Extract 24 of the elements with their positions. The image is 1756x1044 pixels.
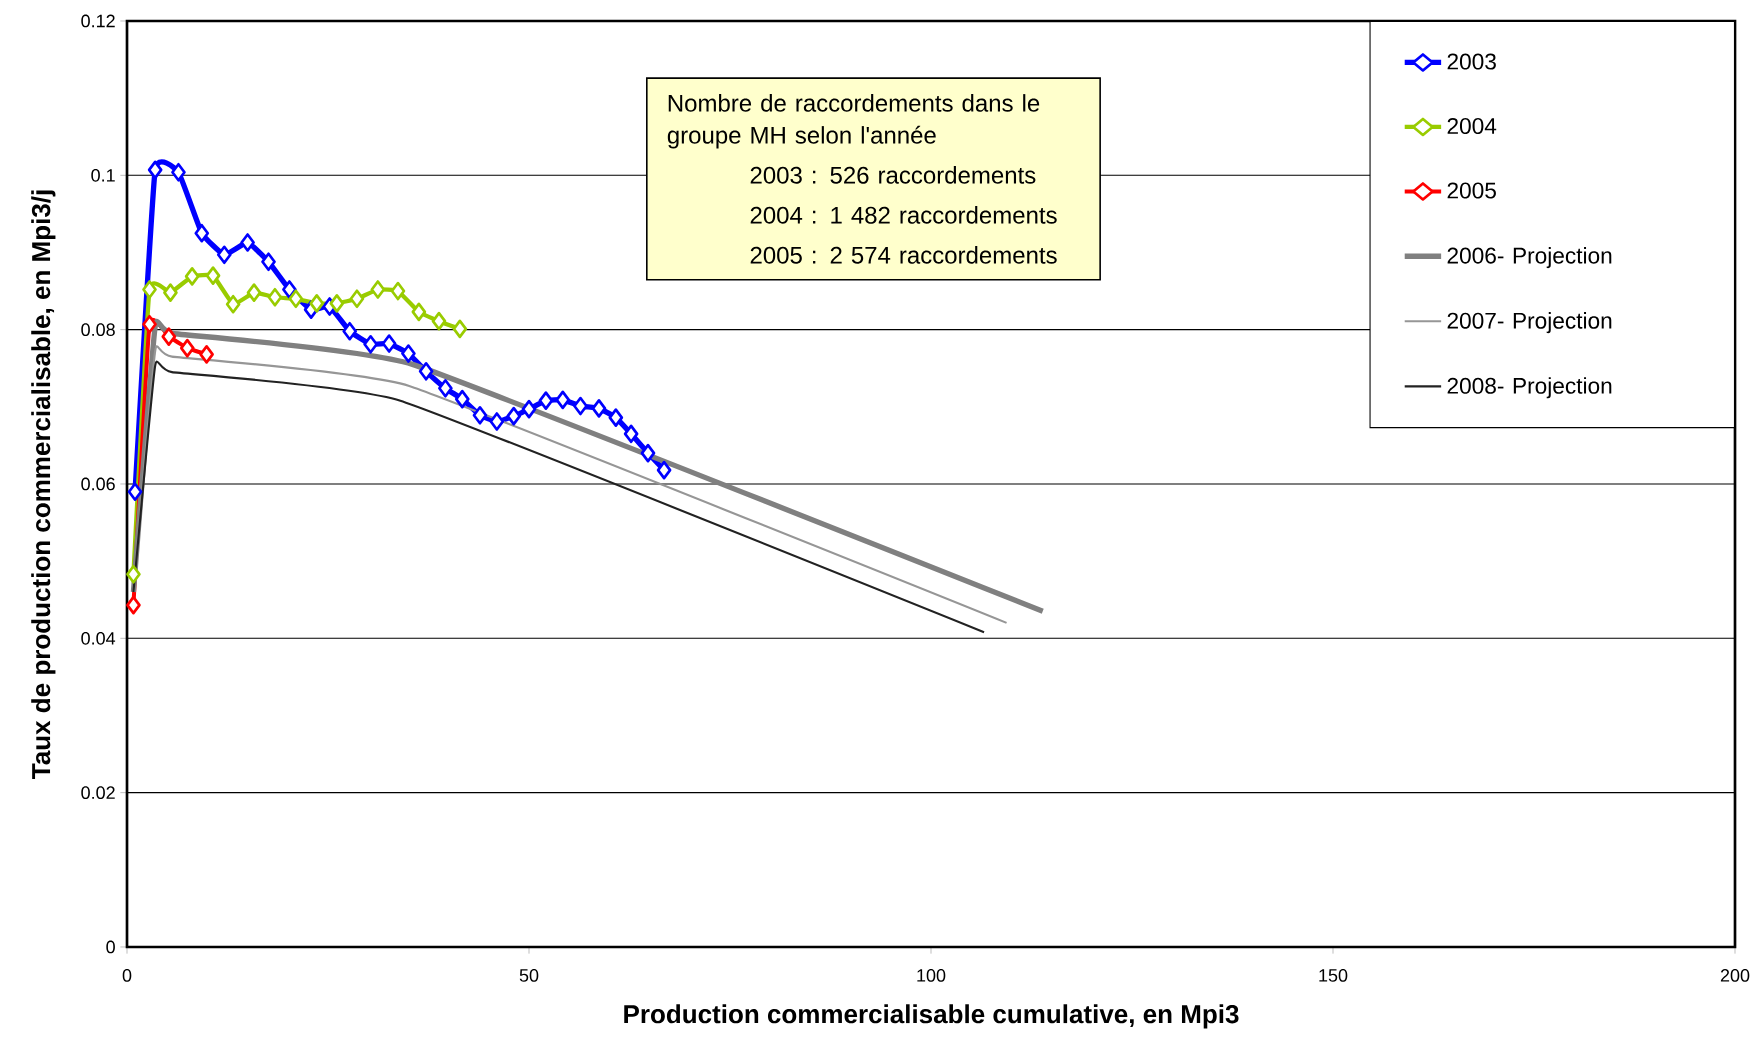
x-tick-label: 150 bbox=[1319, 969, 1348, 982]
annotation: Nombre de raccordements dans le groupe MH selon l'année bbox=[667, 94, 1040, 149]
y-tick-label: 0.06 bbox=[81, 477, 115, 491]
x-tick-label: 200 bbox=[1720, 969, 1750, 982]
annotation: 2003 : 526 raccordements bbox=[750, 166, 1036, 184]
x-tick-label: 0 bbox=[122, 969, 132, 982]
y-tick-label: 0 bbox=[106, 940, 115, 954]
legend-label: 2005 bbox=[1447, 182, 1496, 199]
x-tick-label: 50 bbox=[519, 969, 539, 982]
x-tick-label: 100 bbox=[917, 969, 946, 982]
x-axis-title: Production commercialisable cumulative, en Mpi3 bbox=[624, 1004, 1239, 1029]
annotation: 2005 : 2 574 raccordements bbox=[750, 246, 1057, 264]
legend-label: 2004 bbox=[1447, 118, 1497, 135]
legend-label: 2007- Projection bbox=[1447, 312, 1612, 334]
y-tick-label: 0.04 bbox=[81, 631, 116, 645]
y-tick-label: 0.02 bbox=[81, 786, 115, 800]
legend-label: 2003 bbox=[1447, 53, 1496, 70]
legend-label: 2006- Projection bbox=[1447, 247, 1612, 269]
y-tick-label: 0.12 bbox=[81, 14, 115, 28]
y-axis-title: Taux de production commercialisable, en Mpi3/j bbox=[31, 190, 56, 779]
legend-label: 2008- Projection bbox=[1447, 377, 1612, 399]
annotation: 2004 : 1 482 raccordements bbox=[750, 206, 1057, 224]
y-tick-label: 0.08 bbox=[81, 323, 115, 337]
y-tick-label: 0.1 bbox=[91, 168, 115, 182]
